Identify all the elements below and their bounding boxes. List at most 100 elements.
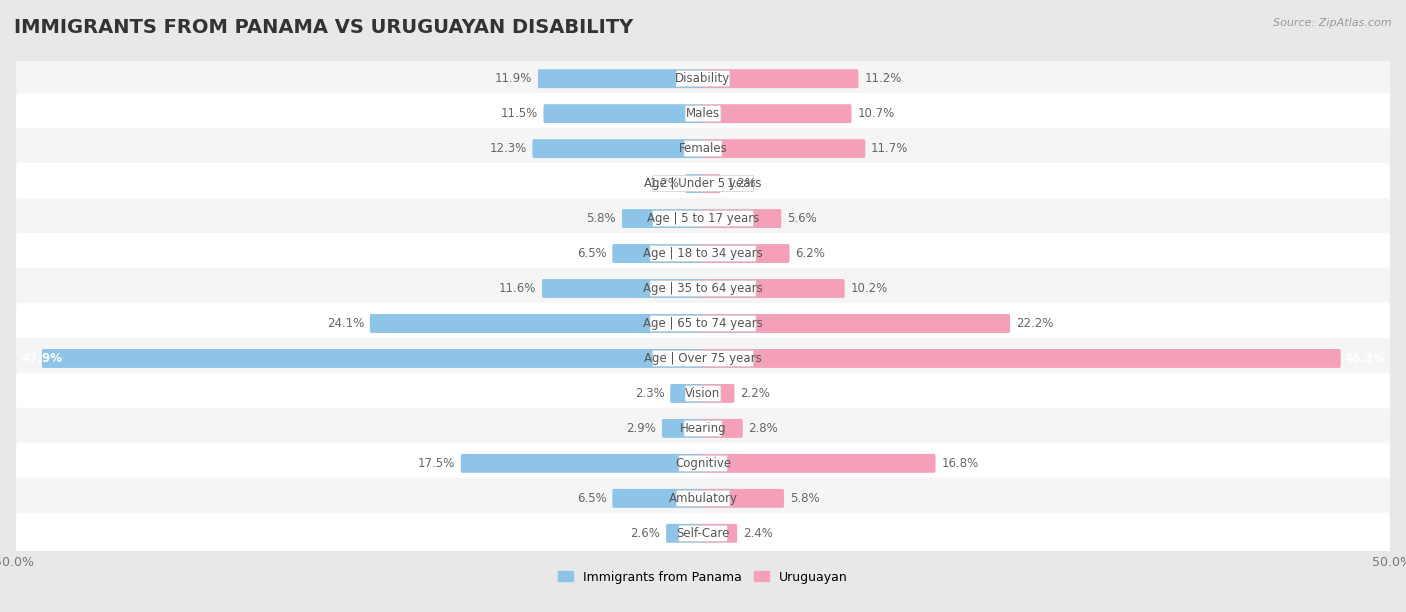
FancyBboxPatch shape	[702, 349, 1341, 368]
FancyBboxPatch shape	[15, 58, 1391, 99]
FancyBboxPatch shape	[15, 233, 1391, 274]
FancyBboxPatch shape	[702, 524, 737, 543]
Text: Self-Care: Self-Care	[676, 527, 730, 540]
FancyBboxPatch shape	[702, 384, 734, 403]
Text: 6.2%: 6.2%	[796, 247, 825, 260]
FancyBboxPatch shape	[685, 106, 721, 122]
Text: Cognitive: Cognitive	[675, 457, 731, 470]
Text: Source: ZipAtlas.com: Source: ZipAtlas.com	[1274, 18, 1392, 28]
FancyBboxPatch shape	[683, 141, 723, 157]
Text: 2.3%: 2.3%	[634, 387, 665, 400]
Text: 5.6%: 5.6%	[787, 212, 817, 225]
Text: 10.7%: 10.7%	[858, 107, 894, 120]
FancyBboxPatch shape	[15, 513, 1391, 554]
Text: 47.9%: 47.9%	[21, 352, 62, 365]
FancyBboxPatch shape	[676, 70, 730, 87]
FancyBboxPatch shape	[702, 104, 852, 123]
FancyBboxPatch shape	[533, 139, 704, 158]
FancyBboxPatch shape	[15, 303, 1391, 344]
FancyBboxPatch shape	[15, 442, 1391, 484]
FancyBboxPatch shape	[544, 104, 704, 123]
Text: 2.9%: 2.9%	[626, 422, 657, 435]
FancyBboxPatch shape	[613, 244, 704, 263]
Text: Age | Under 5 years: Age | Under 5 years	[644, 177, 762, 190]
FancyBboxPatch shape	[42, 349, 704, 368]
FancyBboxPatch shape	[685, 386, 721, 401]
Text: 5.8%: 5.8%	[790, 492, 820, 505]
Text: 5.8%: 5.8%	[586, 212, 616, 225]
Text: Females: Females	[679, 142, 727, 155]
Text: 11.2%: 11.2%	[865, 72, 901, 85]
Legend: Immigrants from Panama, Uruguayan: Immigrants from Panama, Uruguayan	[553, 565, 853, 589]
Text: 11.6%: 11.6%	[499, 282, 536, 295]
Text: Age | 5 to 17 years: Age | 5 to 17 years	[647, 212, 759, 225]
FancyBboxPatch shape	[679, 525, 727, 542]
FancyBboxPatch shape	[650, 315, 756, 332]
Text: Disability: Disability	[675, 72, 731, 85]
Text: 11.5%: 11.5%	[501, 107, 537, 120]
Text: Age | 65 to 74 years: Age | 65 to 74 years	[643, 317, 763, 330]
FancyBboxPatch shape	[370, 314, 704, 333]
FancyBboxPatch shape	[666, 524, 704, 543]
FancyBboxPatch shape	[702, 454, 935, 473]
Text: Ambulatory: Ambulatory	[668, 492, 738, 505]
Text: 24.1%: 24.1%	[326, 317, 364, 330]
Text: Vision: Vision	[685, 387, 721, 400]
FancyBboxPatch shape	[15, 338, 1391, 379]
FancyBboxPatch shape	[15, 93, 1391, 134]
FancyBboxPatch shape	[679, 455, 727, 471]
FancyBboxPatch shape	[702, 139, 865, 158]
Text: Males: Males	[686, 107, 720, 120]
FancyBboxPatch shape	[543, 279, 704, 298]
FancyBboxPatch shape	[538, 69, 704, 88]
Text: 46.2%: 46.2%	[1344, 352, 1385, 365]
FancyBboxPatch shape	[676, 490, 730, 506]
FancyBboxPatch shape	[652, 211, 754, 226]
FancyBboxPatch shape	[702, 419, 742, 438]
Text: IMMIGRANTS FROM PANAMA VS URUGUAYAN DISABILITY: IMMIGRANTS FROM PANAMA VS URUGUAYAN DISA…	[14, 18, 633, 37]
FancyBboxPatch shape	[702, 489, 785, 508]
FancyBboxPatch shape	[702, 69, 859, 88]
Text: 2.4%: 2.4%	[742, 527, 773, 540]
FancyBboxPatch shape	[15, 478, 1391, 519]
FancyBboxPatch shape	[702, 279, 845, 298]
FancyBboxPatch shape	[15, 128, 1391, 170]
FancyBboxPatch shape	[702, 209, 782, 228]
Text: 1.2%: 1.2%	[650, 177, 679, 190]
Text: 10.2%: 10.2%	[851, 282, 887, 295]
FancyBboxPatch shape	[613, 489, 704, 508]
Text: 12.3%: 12.3%	[489, 142, 527, 155]
FancyBboxPatch shape	[621, 209, 704, 228]
Text: 6.5%: 6.5%	[576, 492, 606, 505]
FancyBboxPatch shape	[650, 280, 756, 297]
FancyBboxPatch shape	[652, 351, 754, 367]
Text: 16.8%: 16.8%	[942, 457, 979, 470]
FancyBboxPatch shape	[15, 408, 1391, 449]
FancyBboxPatch shape	[650, 245, 756, 261]
FancyBboxPatch shape	[15, 163, 1391, 204]
Text: Age | Over 75 years: Age | Over 75 years	[644, 352, 762, 365]
FancyBboxPatch shape	[702, 174, 721, 193]
FancyBboxPatch shape	[15, 373, 1391, 414]
Text: 17.5%: 17.5%	[418, 457, 456, 470]
FancyBboxPatch shape	[15, 268, 1391, 309]
FancyBboxPatch shape	[15, 198, 1391, 239]
Text: 11.7%: 11.7%	[872, 142, 908, 155]
FancyBboxPatch shape	[683, 420, 723, 436]
Text: Age | 18 to 34 years: Age | 18 to 34 years	[643, 247, 763, 260]
Text: Age | 35 to 64 years: Age | 35 to 64 years	[643, 282, 763, 295]
Text: Hearing: Hearing	[679, 422, 727, 435]
FancyBboxPatch shape	[662, 419, 704, 438]
Text: 1.2%: 1.2%	[727, 177, 756, 190]
FancyBboxPatch shape	[702, 244, 790, 263]
Text: 2.2%: 2.2%	[740, 387, 770, 400]
Text: 2.8%: 2.8%	[748, 422, 778, 435]
FancyBboxPatch shape	[652, 176, 754, 192]
FancyBboxPatch shape	[461, 454, 704, 473]
FancyBboxPatch shape	[671, 384, 704, 403]
Text: 6.5%: 6.5%	[576, 247, 606, 260]
FancyBboxPatch shape	[685, 174, 704, 193]
Text: 22.2%: 22.2%	[1015, 317, 1053, 330]
FancyBboxPatch shape	[702, 314, 1010, 333]
Text: 2.6%: 2.6%	[630, 527, 661, 540]
